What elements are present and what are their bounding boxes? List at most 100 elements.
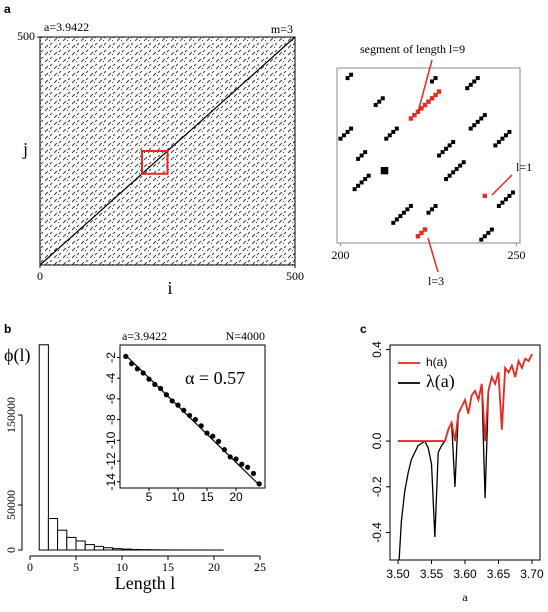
annotation: l=3 xyxy=(428,274,444,288)
point xyxy=(384,170,389,175)
y-tick-label: 50000 xyxy=(4,490,18,520)
point xyxy=(500,136,505,141)
point xyxy=(461,160,466,165)
x-axis-label: a xyxy=(462,590,468,604)
series-line xyxy=(398,353,533,560)
point xyxy=(489,227,494,232)
panel-letter: c xyxy=(360,322,367,336)
point xyxy=(256,481,262,487)
point xyxy=(482,234,487,239)
bar xyxy=(38,344,49,551)
point xyxy=(468,82,473,87)
point xyxy=(472,79,477,84)
x-tick-label: 15 xyxy=(200,490,214,504)
highlight-point xyxy=(433,92,438,98)
x-tick-label: 200 xyxy=(332,248,350,262)
bar xyxy=(84,544,95,551)
y-axis-label: ϕ(l) xyxy=(4,345,30,366)
fit-label: α = 0.57 xyxy=(185,368,245,388)
x-tick-label: 0 xyxy=(27,560,33,574)
x-tick-label: 15 xyxy=(162,560,174,574)
point xyxy=(479,116,484,121)
y-tick-label: 0.4 xyxy=(370,341,384,358)
point xyxy=(496,140,501,145)
x-tick-label: 3.70 xyxy=(520,567,544,581)
point xyxy=(338,136,343,141)
x-tick-label: 25 xyxy=(254,560,266,574)
point xyxy=(486,230,491,235)
annotation: l=1 xyxy=(516,160,532,174)
y-tick-label: -0.4 xyxy=(370,522,384,543)
point xyxy=(465,86,470,91)
point xyxy=(496,203,501,208)
annotation: m=3 xyxy=(271,22,293,36)
point xyxy=(227,454,233,460)
y-tick-label: -12 xyxy=(104,452,118,470)
bar xyxy=(75,540,86,551)
series-line xyxy=(398,353,533,442)
point xyxy=(426,210,431,215)
point xyxy=(192,417,198,423)
y-axis-label: j xyxy=(22,139,28,159)
highlight-point xyxy=(426,99,431,104)
point xyxy=(352,187,357,192)
plot-frame xyxy=(39,36,296,266)
x-tick-label: 10 xyxy=(171,490,185,504)
highlight-point xyxy=(436,89,442,94)
point xyxy=(451,170,456,175)
panel-letter: a xyxy=(4,2,11,16)
point xyxy=(384,166,389,171)
x-tick-label: 500 xyxy=(286,269,304,283)
highlight-point xyxy=(482,193,488,199)
point xyxy=(349,72,354,77)
point xyxy=(447,143,452,148)
point xyxy=(440,150,445,155)
y-tick-label: -2 xyxy=(104,352,118,363)
title: a=3.9422 xyxy=(44,20,89,34)
legend-label: λ(a) xyxy=(426,371,455,392)
highlight-point xyxy=(412,112,417,118)
point xyxy=(380,170,385,175)
point xyxy=(380,96,385,101)
point xyxy=(349,126,354,131)
point xyxy=(444,177,449,182)
x-tick-label: 3.50 xyxy=(386,567,410,581)
point xyxy=(345,76,350,81)
point xyxy=(391,220,396,225)
bar xyxy=(130,548,141,551)
point xyxy=(187,412,193,419)
point xyxy=(408,203,413,208)
point xyxy=(433,203,438,208)
annotation: segment of length l=9 xyxy=(360,42,465,56)
point xyxy=(359,153,364,158)
point xyxy=(493,143,498,148)
point xyxy=(437,153,442,158)
y-tick-label: 500 xyxy=(17,29,35,43)
point xyxy=(475,119,480,124)
x-tick-label: 3.60 xyxy=(453,567,477,581)
point xyxy=(363,177,368,182)
point xyxy=(366,173,371,178)
x-tick-label: 5 xyxy=(73,560,79,574)
panel-letter: b xyxy=(4,322,11,336)
point xyxy=(405,207,410,212)
x-tick-label: 3.65 xyxy=(487,567,511,581)
point xyxy=(359,180,364,185)
point xyxy=(356,183,361,188)
point xyxy=(482,113,487,118)
y-tick-label: -14 xyxy=(104,473,118,491)
bar xyxy=(57,529,68,551)
highlight-point xyxy=(419,106,424,111)
highlight-point xyxy=(415,234,421,239)
x-tick-label: 20 xyxy=(229,490,243,504)
point xyxy=(356,156,361,161)
point xyxy=(468,126,473,131)
point xyxy=(507,193,512,198)
x-tick-label: 3.55 xyxy=(420,567,444,581)
point xyxy=(458,163,463,168)
highlight-point xyxy=(429,96,435,101)
point xyxy=(345,129,350,134)
point xyxy=(394,217,399,222)
point xyxy=(447,173,452,178)
